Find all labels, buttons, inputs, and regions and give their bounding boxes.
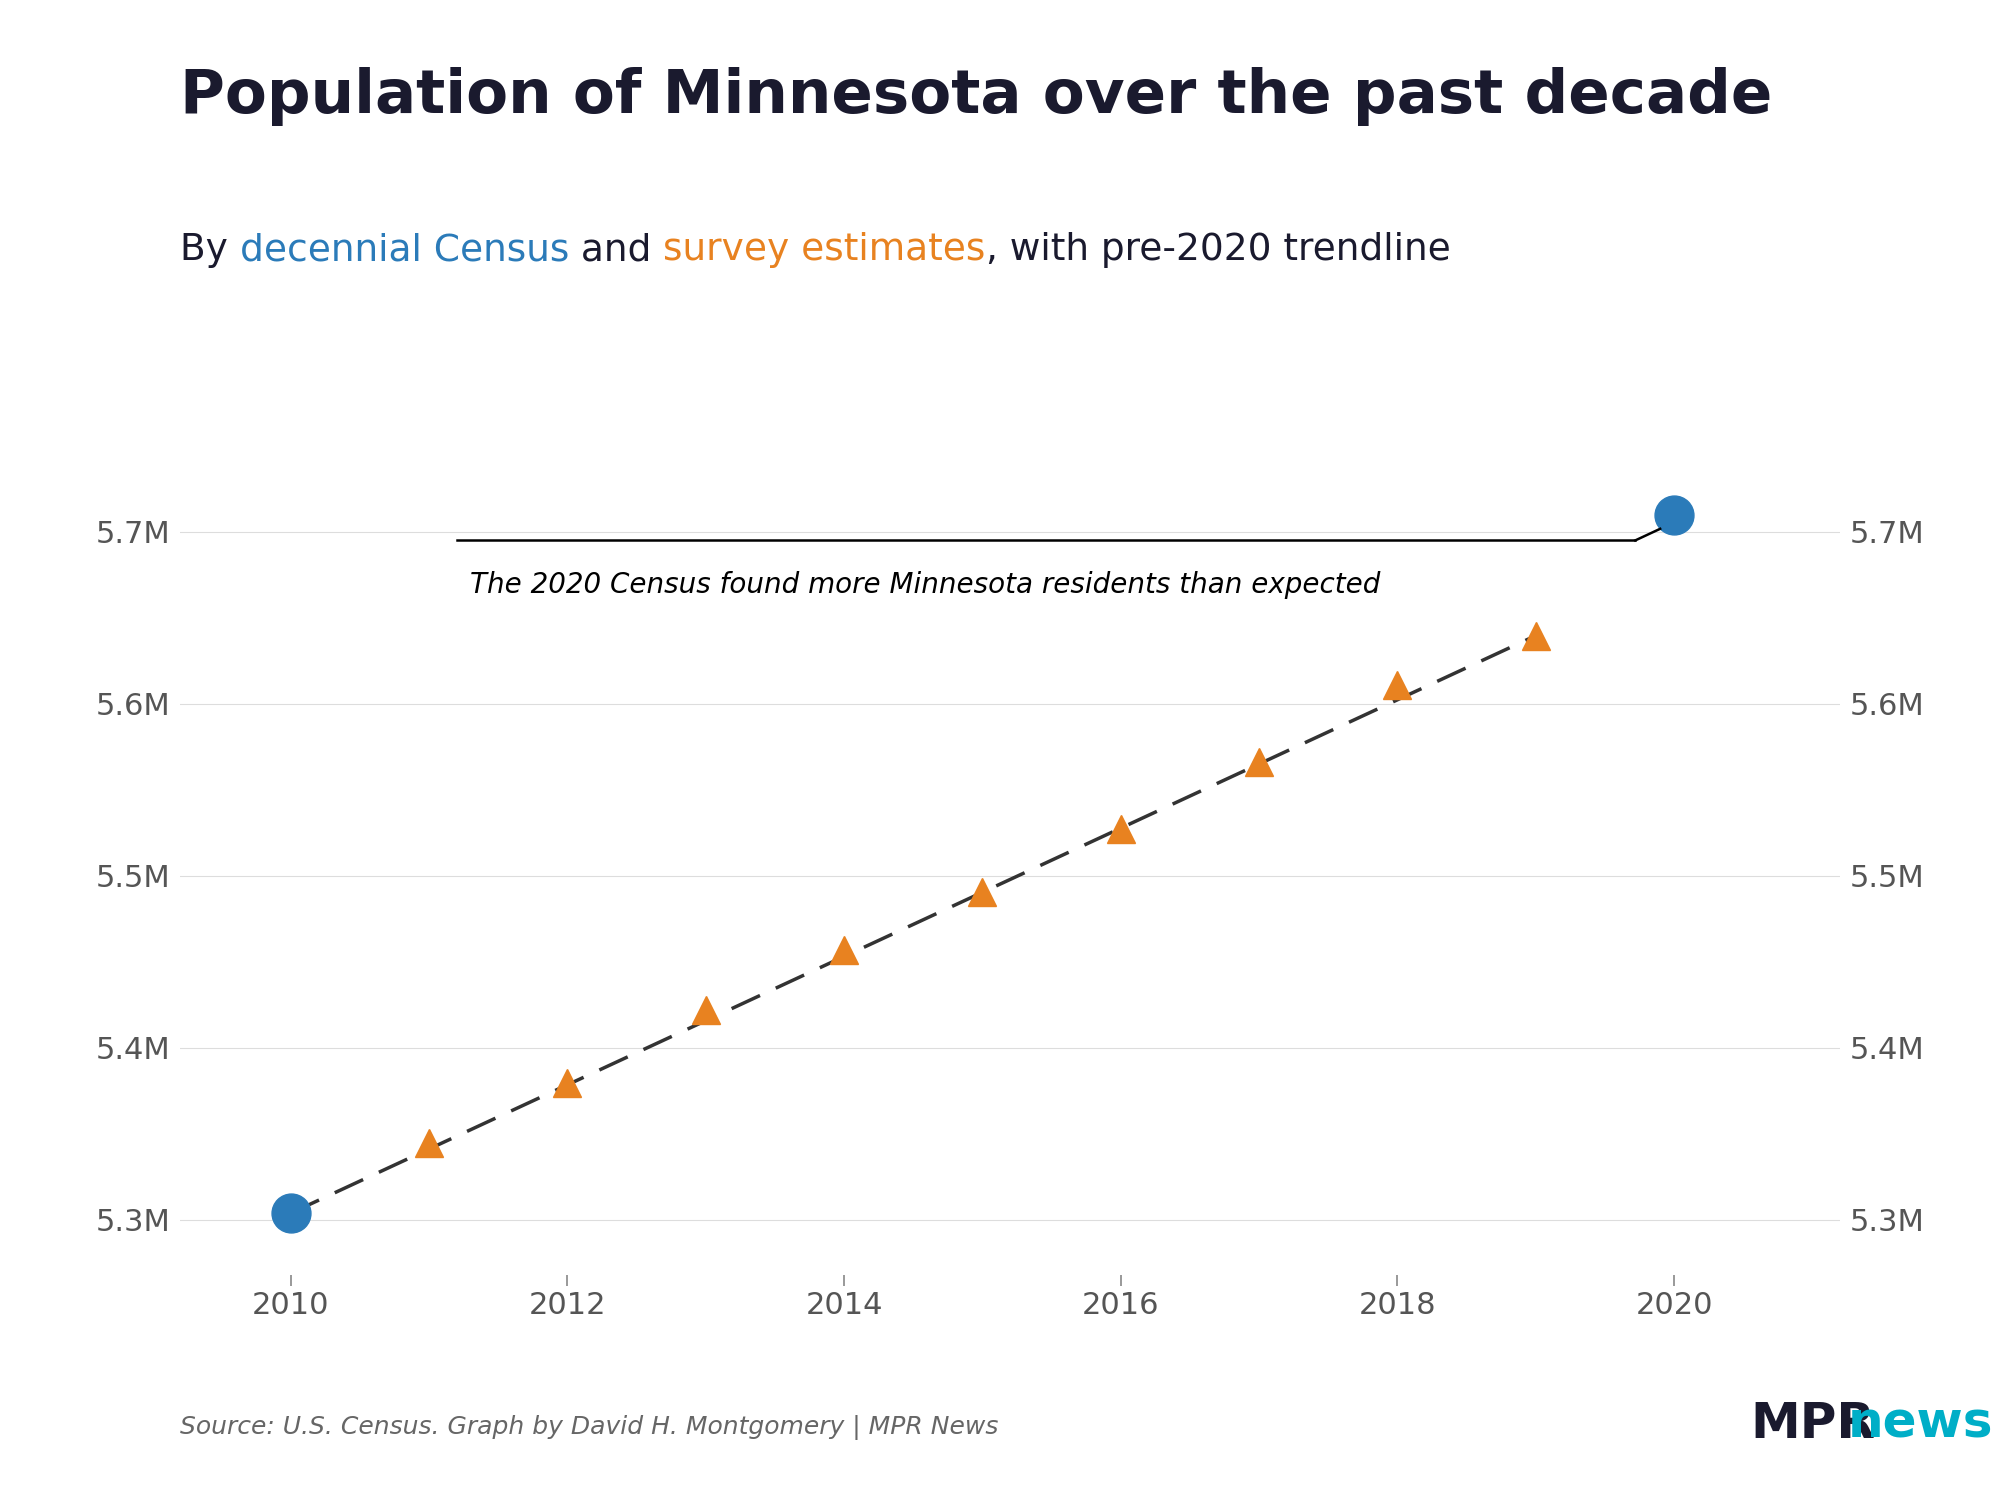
Text: news: news [1848, 1400, 1994, 1447]
Text: Source: U.S. Census. Graph by David H. Montgomery | MPR News: Source: U.S. Census. Graph by David H. M… [180, 1414, 998, 1440]
Text: and: and [570, 232, 664, 268]
Text: The 2020 Census found more Minnesota residents than expected: The 2020 Census found more Minnesota res… [470, 572, 1380, 600]
Text: Population of Minnesota over the past decade: Population of Minnesota over the past de… [180, 68, 1772, 126]
Text: By: By [180, 232, 240, 268]
Text: , with pre-2020 trendline: , with pre-2020 trendline [986, 232, 1450, 268]
Text: MPR: MPR [1750, 1400, 1874, 1447]
Text: survey estimates: survey estimates [664, 232, 986, 268]
Text: decennial Census: decennial Census [240, 232, 570, 268]
